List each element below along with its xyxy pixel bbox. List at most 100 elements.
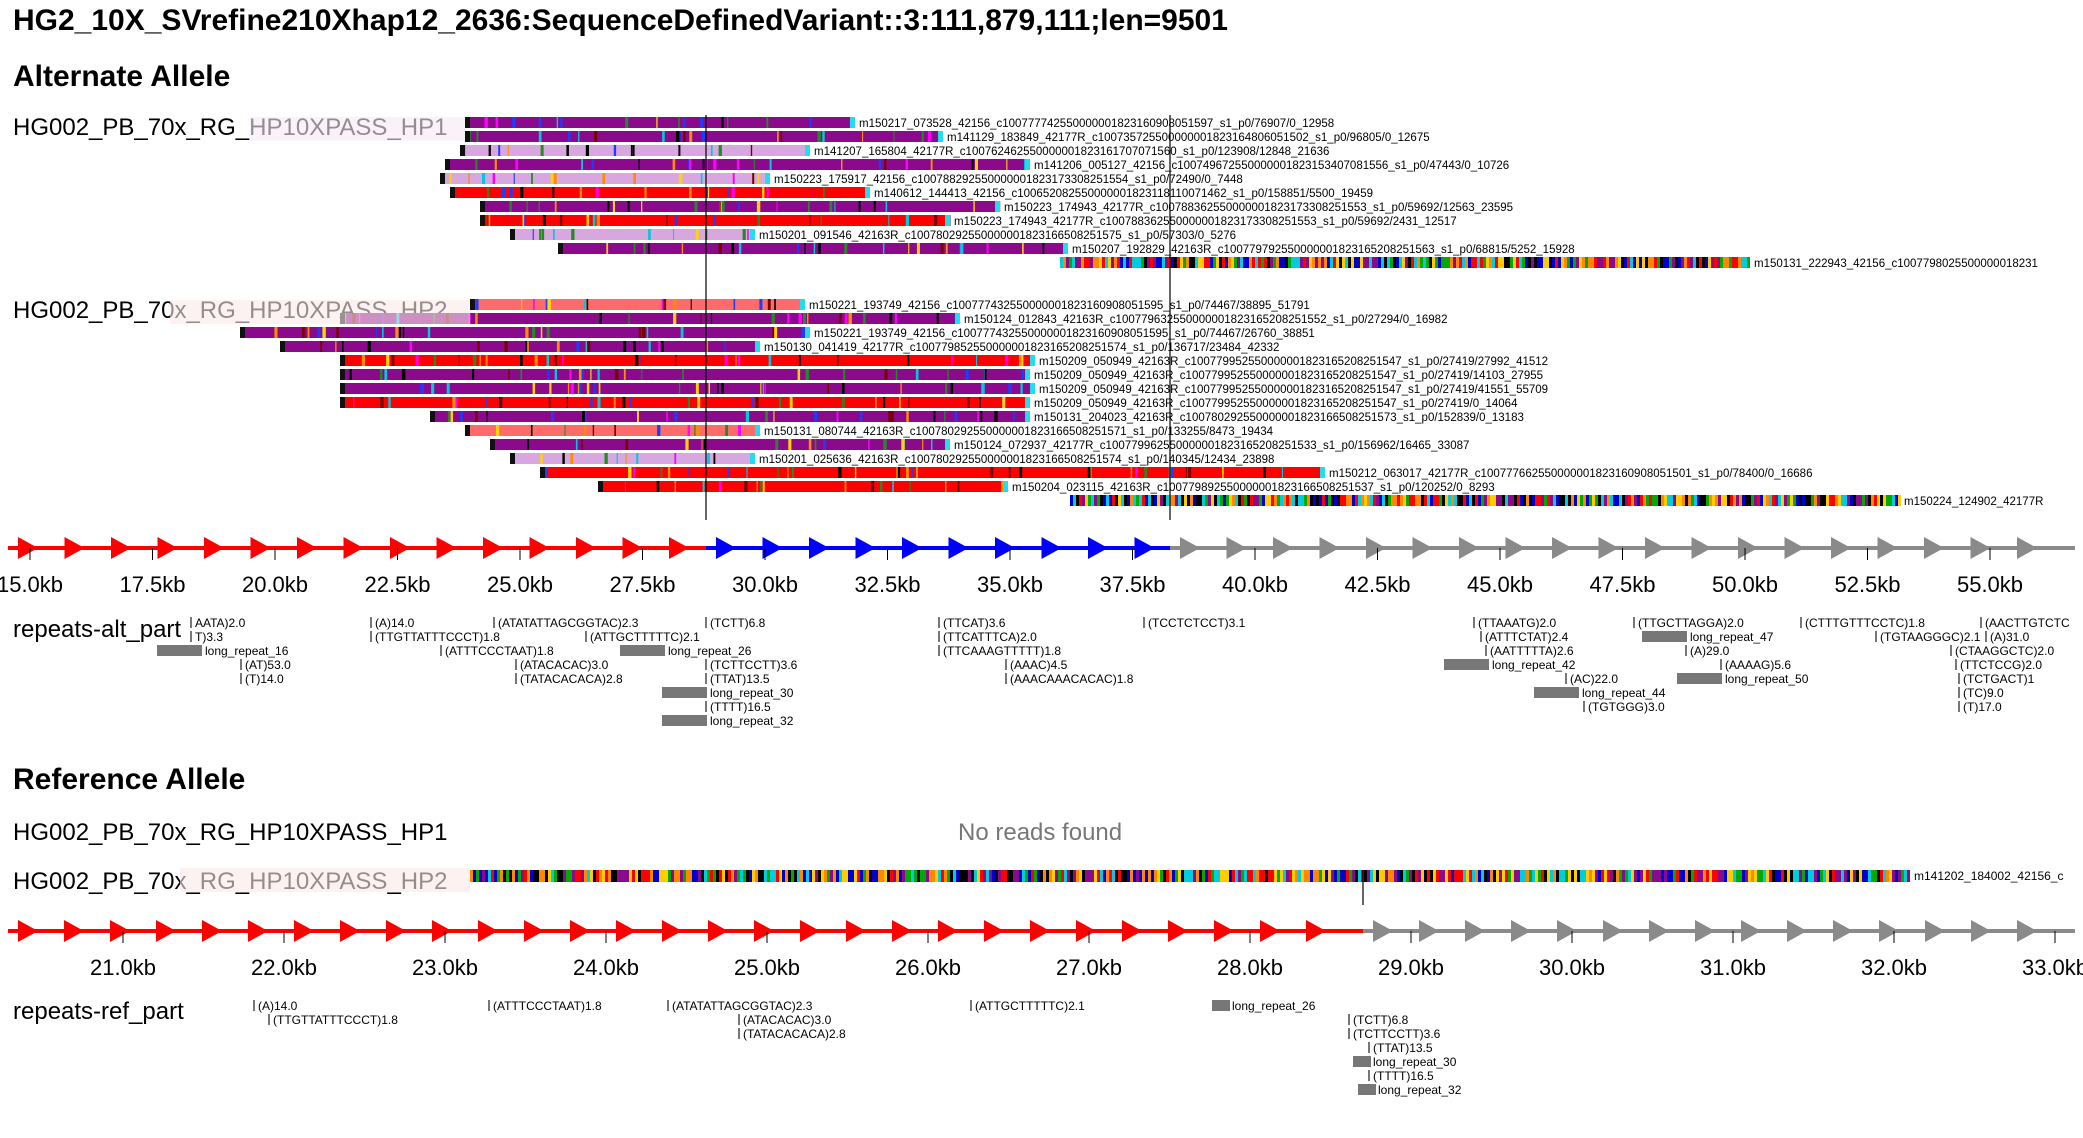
axis-tick-label: 33.0kb bbox=[2022, 955, 2083, 980]
repeat-label: (TTAAATG)2.0 bbox=[1478, 616, 1557, 630]
repeat-mark bbox=[1353, 1056, 1371, 1067]
axis-arrow bbox=[1419, 920, 1439, 942]
read-bar bbox=[340, 313, 960, 324]
read-name: m141206_005127_42156_c100749672550000001… bbox=[1034, 160, 1509, 172]
repeat-mark bbox=[1368, 1042, 1370, 1053]
repeat-mark bbox=[1720, 659, 1722, 670]
repeat-mark bbox=[1800, 617, 1802, 628]
axis-arrow bbox=[2017, 537, 2037, 559]
axis-arrow bbox=[570, 920, 590, 942]
read-bar bbox=[470, 299, 805, 310]
read-bar bbox=[445, 159, 1030, 170]
axis-arrow bbox=[18, 920, 38, 942]
read-name: m150131_080744_42163R_c10078029255000000… bbox=[764, 426, 1274, 438]
axis-arrow bbox=[1041, 537, 1062, 559]
axis-arrow bbox=[1603, 920, 1623, 942]
read-bar bbox=[430, 411, 1030, 422]
repeat-mark bbox=[1958, 673, 1960, 684]
label-shade bbox=[250, 117, 465, 141]
repeat-label: (TCTGACT)1 bbox=[1963, 672, 2035, 686]
read-bar bbox=[240, 327, 810, 338]
repeat-label: (AAAAG)5.6 bbox=[1725, 658, 1791, 672]
read-name: m150124_012843_42163R_c10077963255000000… bbox=[964, 314, 1447, 326]
axis-arrow bbox=[1273, 537, 1293, 559]
read-bar bbox=[465, 425, 760, 436]
axis-arrow bbox=[64, 537, 85, 559]
read-name: m150223_174943_42177R_c10078836255000000… bbox=[954, 216, 1457, 228]
repeat-mark bbox=[1005, 673, 1007, 684]
repeat-mark bbox=[1958, 701, 1960, 712]
repeat-label: AATA)2.0 bbox=[195, 616, 246, 630]
axis-arrow bbox=[1738, 537, 1758, 559]
repeat-label: (TGTAAGGGC)2.1 bbox=[1880, 630, 1981, 644]
repeat-label: (A)31.0 bbox=[1990, 630, 2030, 644]
axis-arrow bbox=[111, 537, 131, 559]
repeat-mark bbox=[1534, 687, 1579, 698]
axis-arrow bbox=[2017, 920, 2037, 942]
axis-arrow bbox=[754, 920, 774, 942]
repeat-label: (TTCAAAGTTTTT)1.8 bbox=[943, 644, 1061, 658]
axis-tick-label: 27.5kb bbox=[609, 572, 675, 597]
ref-repeats-track-label: repeats-ref_part bbox=[13, 998, 184, 1025]
axis-arrow bbox=[483, 537, 503, 559]
repeat-mark bbox=[1642, 631, 1687, 642]
repeat-label: (TTCAT)3.6 bbox=[943, 616, 1006, 630]
axis-arrow bbox=[1557, 920, 1577, 942]
repeat-label: (AAAC)4.5 bbox=[1010, 658, 1068, 672]
read-name: m150224_124902_42177R bbox=[1904, 496, 2043, 508]
axis-arrow bbox=[948, 537, 969, 559]
repeat-label: (TCCTCTCCT)3.1 bbox=[1148, 616, 1246, 630]
axis-arrow bbox=[855, 537, 876, 559]
repeat-mark bbox=[662, 687, 707, 698]
axis-tick-label: 21.0kb bbox=[90, 955, 156, 980]
axis-arrow bbox=[343, 537, 364, 559]
axis-tick-label: 26.0kb bbox=[895, 955, 961, 980]
repeat-label: (AACTTGTCTC bbox=[1985, 616, 2070, 630]
repeat-label: (TCTT)6.8 bbox=[710, 616, 766, 630]
read-name: m150209_050949_42163R_c10077995255000000… bbox=[1034, 370, 1543, 382]
axis-tick-label: 23.0kb bbox=[412, 955, 478, 980]
repeat-label: (TTGCTTAGGA)2.0 bbox=[1638, 616, 1744, 630]
read-name: m150124_072937_42177R_c10077996255000000… bbox=[954, 440, 1469, 452]
axis-arrow bbox=[297, 537, 317, 559]
repeat-label: (TTGTTATTTCCCT)1.8 bbox=[375, 630, 500, 644]
axis-arrow bbox=[1088, 537, 1108, 559]
axis-tick-label: 22.0kb bbox=[251, 955, 317, 980]
axis-arrow bbox=[892, 920, 912, 942]
repeat-mark bbox=[620, 645, 665, 656]
axis-arrow bbox=[110, 920, 130, 942]
read-name: m150131_222943_42156_c100779802550000001… bbox=[1754, 258, 2038, 270]
read-bar bbox=[540, 467, 1325, 478]
axis-tick-label: 25.0kb bbox=[487, 572, 553, 597]
repeat-label: (ATACACAC)3.0 bbox=[743, 1013, 832, 1027]
repeat-label: long_repeat_47 bbox=[1690, 630, 1774, 644]
axis-arrow bbox=[1366, 537, 1386, 559]
repeat-mark bbox=[488, 1000, 490, 1011]
axis-arrow bbox=[529, 537, 550, 559]
repeat-label: long_repeat_32 bbox=[1378, 1083, 1462, 1097]
read-name: m150209_050949_42163R_c10077995255000000… bbox=[1034, 398, 1518, 410]
axis-arrow bbox=[1134, 537, 1155, 559]
repeat-label: (T)14.0 bbox=[245, 672, 284, 686]
axis-arrow bbox=[1552, 537, 1572, 559]
axis-tick-label: 50.0kb bbox=[1712, 572, 1778, 597]
repeat-label: (T)17.0 bbox=[1963, 700, 2002, 714]
ref-allele-header: Reference Allele bbox=[13, 763, 246, 796]
repeat-mark bbox=[938, 617, 940, 628]
axis-arrow bbox=[1511, 920, 1531, 942]
axis-tick-label: 17.5kb bbox=[119, 572, 185, 597]
axis-tick-label: 25.0kb bbox=[734, 955, 800, 980]
axis-arrow bbox=[1691, 537, 1712, 559]
repeat-mark bbox=[662, 715, 707, 726]
axis-arrow bbox=[248, 920, 268, 942]
repeat-label: (AT)53.0 bbox=[245, 658, 291, 672]
axis-arrow bbox=[1787, 920, 1807, 942]
repeat-label: (AATTTTTA)2.6 bbox=[1490, 644, 1574, 658]
read-name: m150221_193749_42156_c100777432550000001… bbox=[809, 300, 1310, 312]
repeat-mark bbox=[938, 645, 940, 656]
axis-tick-label: 52.5kb bbox=[1834, 572, 1900, 597]
axis-arrow bbox=[1598, 537, 1619, 559]
axis-arrow bbox=[622, 537, 643, 559]
axis-arrow bbox=[202, 920, 222, 942]
